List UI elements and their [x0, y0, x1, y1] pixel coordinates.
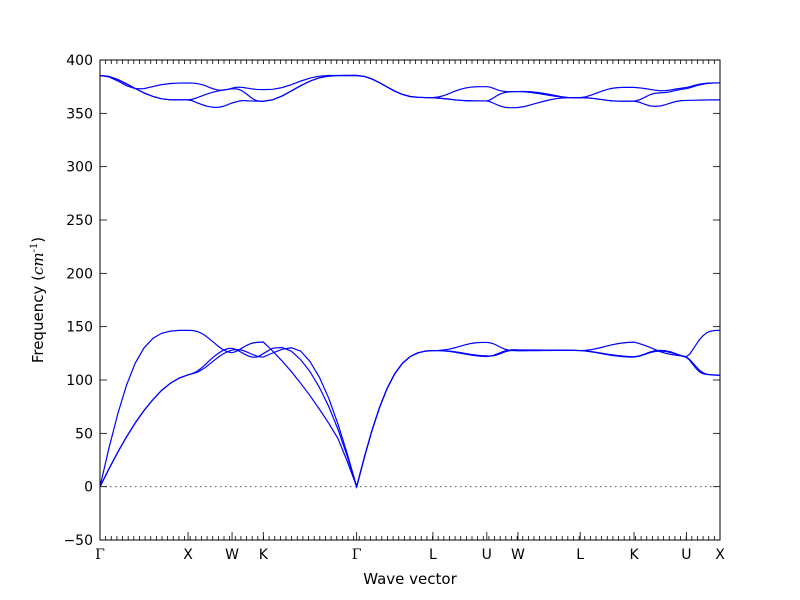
y-tick-label: 200	[66, 266, 93, 282]
plot-frame	[99, 59, 721, 541]
y-axis: −50 0 50 100 150 200 250 300 350 400	[63, 53, 720, 549]
y-tick-label: 50	[75, 426, 93, 442]
band-line-6	[100, 74, 720, 99]
y-tick-label: −50	[63, 533, 93, 549]
x-tick-label: L	[576, 547, 584, 563]
x-tick-label: X	[183, 547, 193, 563]
y-tick-label: 0	[84, 480, 93, 496]
y-tick-label: 250	[66, 213, 93, 229]
x-tick-label: W	[225, 547, 239, 563]
band-line-5	[100, 74, 720, 102]
x-tick-label: U	[681, 547, 691, 563]
x-tick-label: Γ	[95, 547, 105, 563]
y-tick-label: 350	[66, 106, 93, 122]
x-tick-label: W	[511, 547, 525, 563]
x-tick-label: Γ	[352, 547, 362, 563]
band-line-1	[100, 347, 720, 489]
y-tick-label: 100	[66, 373, 93, 389]
y-tick-label: 300	[66, 160, 93, 176]
y-tick-label: 150	[66, 320, 93, 336]
x-tick-label: K	[629, 547, 639, 563]
y-tick-label: 400	[66, 53, 93, 69]
x-tick-label: L	[429, 547, 437, 563]
phonon-bands	[100, 74, 720, 489]
x-tick-label: X	[715, 547, 725, 563]
x-tick-label: K	[259, 547, 269, 563]
x-axis-label: Wave vector	[363, 570, 457, 588]
plot-area	[100, 74, 720, 489]
x-tick-label: U	[482, 547, 492, 563]
band-line-2	[100, 346, 720, 489]
y-axis-label: Frequency (cm-1)	[29, 237, 47, 363]
band-line-3	[100, 329, 720, 489]
band-line-4	[100, 74, 720, 109]
